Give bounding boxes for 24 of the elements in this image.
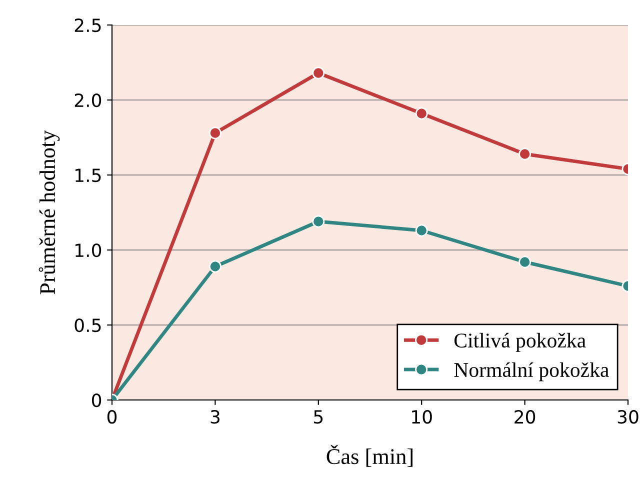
legend-label: Normální pokožka	[454, 362, 609, 382]
x-tick-label: 20	[514, 410, 536, 424]
point	[208, 126, 222, 140]
x-tick-label: 0	[107, 410, 117, 424]
x-tick-label: 30	[618, 410, 638, 424]
point	[312, 66, 325, 80]
y-tick-label: 2.5	[74, 18, 101, 32]
x-tick-label: 10	[412, 410, 432, 424]
x-tick-label: 3	[210, 410, 220, 424]
x-axis-title: Čas [min]	[326, 444, 412, 467]
y-axis-title: Průměrné hodnoty	[38, 130, 60, 294]
point	[312, 215, 325, 228]
point	[518, 256, 532, 268]
y-tick-label: 0	[92, 393, 102, 408]
point	[208, 260, 222, 273]
y-tick-label: 2.0	[74, 93, 102, 108]
legend-label: Citlivá pokožka	[454, 332, 586, 352]
y-tick-label: 1.0	[76, 243, 102, 258]
point	[415, 224, 428, 237]
y-tick-label: 0.5	[74, 318, 101, 332]
y-tick-label: 1.5	[76, 168, 101, 182]
point	[518, 148, 532, 160]
x-tick-label: 5	[314, 410, 323, 424]
point	[415, 107, 428, 120]
